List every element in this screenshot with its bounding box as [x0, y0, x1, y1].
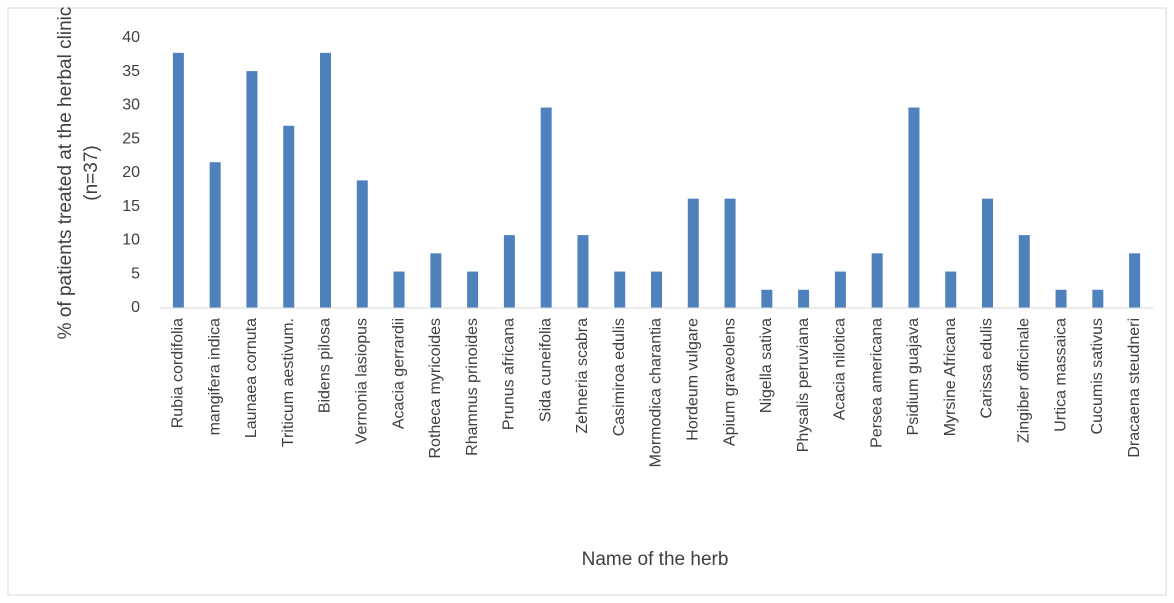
x-tick-label: Psidium guajava: [905, 318, 922, 436]
x-tick-label: Mormodica charantia: [648, 318, 665, 468]
bar: [503, 235, 515, 308]
x-tick-label: Zehneria scabra: [574, 318, 591, 434]
x-tick-label: Vernonia lasiopus: [353, 318, 370, 444]
x-tick-label: Hordeum vulgare: [684, 318, 701, 441]
bar: [761, 289, 773, 308]
bar: [834, 271, 846, 308]
bar: [614, 271, 626, 308]
x-tick-label: Rhamnus prinoides: [464, 318, 481, 456]
y-axis-title: (n=37): [81, 145, 102, 200]
bar: [871, 253, 883, 308]
bar: [540, 107, 552, 309]
y-tick-label: 5: [131, 265, 140, 282]
x-tick-label: Triticum aestivum.: [280, 318, 297, 447]
bar: [430, 253, 442, 308]
bar: [1018, 235, 1030, 308]
x-tick-label: mangifera indica: [206, 318, 223, 436]
bar: [356, 180, 368, 308]
y-tick-label: 40: [122, 29, 140, 46]
x-tick-label: Zingiber officinale: [1015, 318, 1032, 443]
bar: [283, 125, 295, 308]
bar: [945, 271, 957, 308]
bar: [651, 271, 662, 308]
bar: [577, 235, 589, 308]
x-tick-label: Bidens pilosa: [317, 318, 334, 413]
x-tick-label: Acacia nilotica: [832, 318, 849, 420]
x-tick-label: Physalis peruviana: [795, 318, 812, 452]
bar: [246, 71, 258, 308]
x-tick-label: Carissa edulis: [979, 318, 996, 418]
x-tick-label: Apium graveolens: [721, 318, 738, 446]
x-tick-label: Prunus africana: [501, 318, 518, 430]
bar: [687, 198, 699, 308]
bar: [467, 271, 479, 308]
bar: [172, 52, 184, 308]
bar: [393, 271, 405, 308]
x-axis-title: Name of the herb: [582, 549, 729, 570]
x-tick-label: Cucumis sativus: [1089, 318, 1106, 434]
y-tick-label: 15: [122, 198, 140, 215]
x-tick-label: Acacia gerrardii: [390, 318, 407, 429]
x-tick-label: Casimiroa edulis: [611, 318, 628, 436]
x-tick-label: Urtica massaica: [1052, 318, 1069, 432]
x-tick-label: Nigella sativa: [758, 318, 775, 413]
x-tick-label: Myrsine Africana: [942, 318, 959, 436]
x-tick-label: Rotheca myricoides: [427, 318, 444, 459]
bar: [320, 52, 331, 308]
x-tick-label: Sida cuneifolia: [537, 318, 554, 422]
y-tick-label: 35: [122, 63, 140, 80]
x-tick-label: Dracaena steudneri: [1126, 318, 1143, 458]
bar: [209, 162, 221, 308]
y-tick-label: 25: [122, 130, 140, 147]
bar: [1129, 253, 1141, 308]
bar: [798, 289, 810, 308]
bar: [982, 198, 993, 308]
bar: [1092, 289, 1104, 308]
x-tick-label: Rubia cordifolia: [170, 318, 187, 428]
y-tick-label: 0: [131, 299, 140, 316]
y-tick-label: 20: [122, 164, 140, 181]
x-tick-label: Persea americana: [868, 318, 885, 448]
bar: [724, 198, 736, 308]
x-tick-label: Launaea cornuta: [243, 318, 260, 438]
bar: [908, 107, 920, 309]
bar: [1055, 289, 1067, 308]
y-tick-label: 10: [122, 232, 140, 249]
y-axis-title: % of patients treated at the herbal clin…: [55, 7, 76, 340]
y-tick-label: 30: [122, 97, 140, 114]
